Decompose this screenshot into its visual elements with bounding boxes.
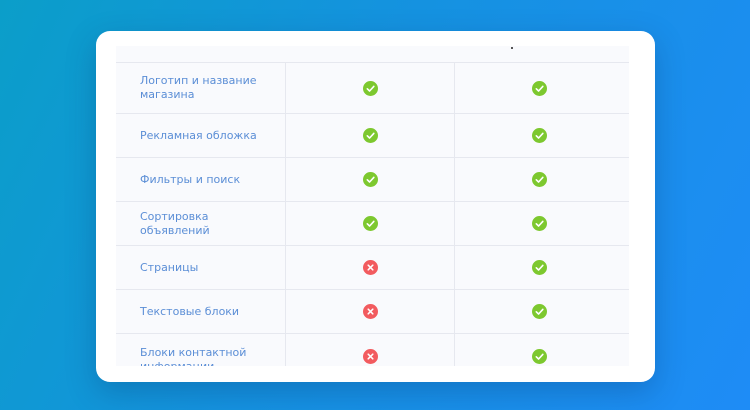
check-icon	[362, 216, 378, 231]
table-row: Текстовые блоки	[116, 289, 629, 333]
plan-2-cell	[455, 334, 624, 366]
feature-label: Рекламная обложка	[116, 114, 286, 157]
cross-icon	[362, 349, 378, 364]
plan-1-cell	[286, 114, 455, 157]
plan-2-cell	[455, 63, 624, 113]
table-row: Фильтры и поиск	[116, 157, 629, 201]
cross-icon	[362, 260, 378, 275]
plan-2-cell	[455, 202, 624, 245]
table-row: Страницы	[116, 245, 629, 289]
feature-label: Сортировка объявлений	[116, 202, 286, 245]
check-icon	[532, 128, 547, 143]
feature-label: Фильтры и поиск	[116, 158, 286, 201]
check-icon	[532, 80, 547, 96]
table-row: Сортировка объявлений	[116, 201, 629, 245]
plan-2-cell	[455, 114, 624, 157]
check-icon	[532, 304, 547, 319]
feature-comparison-table: Логотип и название магазина Рекламная об…	[116, 62, 629, 366]
table-row: Логотип и название магазина	[116, 62, 629, 113]
plan-2-cell	[455, 158, 624, 201]
check-icon	[362, 80, 378, 96]
plan-1-cell	[286, 202, 455, 245]
feature-label: Страницы	[116, 246, 286, 289]
plan-2-cell	[455, 290, 624, 333]
feature-label: Блоки контактной информации	[116, 334, 286, 366]
plan-1-cell	[286, 334, 455, 366]
check-icon	[532, 216, 547, 231]
check-icon	[362, 128, 378, 143]
table-row: Блоки контактной информации	[116, 333, 629, 366]
plan-2-cell	[455, 246, 624, 289]
plan-1-cell	[286, 246, 455, 289]
feature-comparison-panel: Логотип и название магазина Рекламная об…	[116, 46, 629, 366]
cross-icon	[362, 304, 378, 319]
feature-label: Логотип и название магазина	[116, 63, 286, 113]
plan-1-cell	[286, 63, 455, 113]
screenshot-frame: Логотип и название магазина Рекламная об…	[96, 31, 655, 382]
plan-1-cell	[286, 290, 455, 333]
check-icon	[532, 349, 547, 364]
check-icon	[532, 172, 547, 187]
plan-1-cell	[286, 158, 455, 201]
feature-label: Текстовые блоки	[116, 290, 286, 333]
table-row: Рекламная обложка	[116, 113, 629, 157]
cursor-dot	[511, 47, 513, 49]
check-icon	[362, 172, 378, 187]
check-icon	[532, 260, 547, 275]
